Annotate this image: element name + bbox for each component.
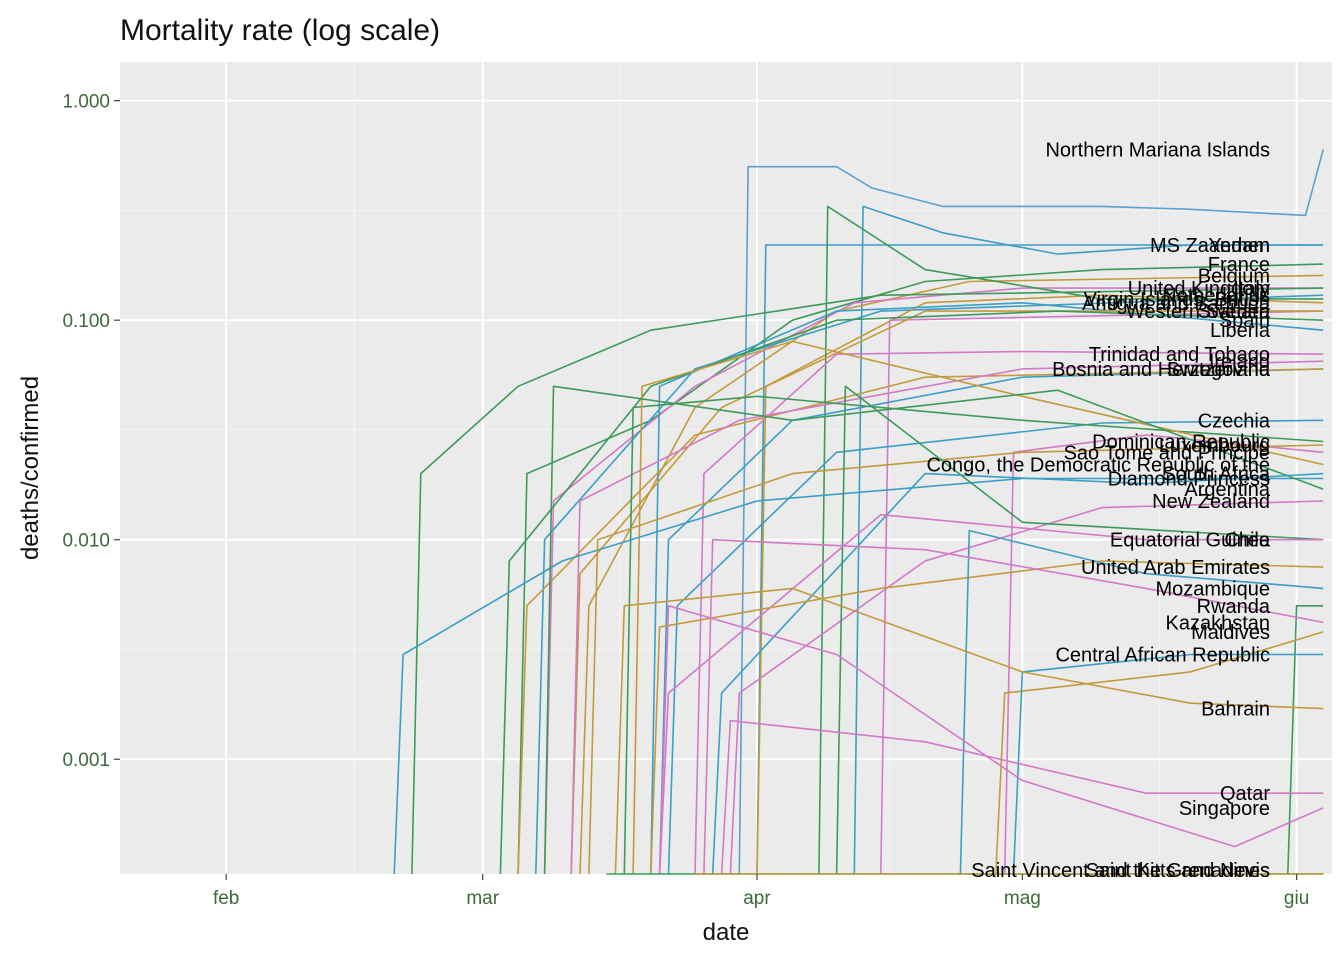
x-tick-label: giu (1284, 888, 1309, 909)
x-tick-label: feb (213, 888, 239, 909)
y-tick-label: 1.000 (62, 92, 110, 113)
series-line (517, 263, 1324, 875)
series-line (517, 368, 1324, 875)
series-label: Spain (1219, 310, 1270, 332)
series-label: Luxembourg (1159, 435, 1270, 457)
series-label: Sao Tome and Principe (1064, 442, 1270, 464)
series-line (411, 287, 1324, 875)
axis-ticks: feb mar apr mag giu 1.000 0.100 0.010 0.001 (62, 92, 1309, 909)
series-label: Ireland (1209, 351, 1270, 373)
series-label: United Arab Emirates (1081, 557, 1270, 579)
series-label: Congo, the Democratic Republic of the (926, 455, 1270, 477)
series-label: Dominican Republic (1092, 432, 1270, 454)
series-line (658, 605, 1324, 875)
series-label: South Africa (1162, 464, 1271, 486)
series-label: United Kingdom (1128, 278, 1270, 300)
x-axis-title: date (703, 919, 750, 946)
series-label: Saint Kitts and Nevis (1085, 860, 1270, 882)
series-line (570, 360, 1324, 875)
series-line (756, 294, 1324, 875)
y-axis-title: deaths/confirmed (17, 376, 44, 560)
series-label: Saint Vincent and the Grenadines (971, 860, 1270, 882)
x-tick-label: apr (743, 888, 771, 909)
series-label: Maldives (1191, 622, 1270, 644)
series-label: Trinidad and Tobago (1089, 344, 1270, 366)
series-label: Bosnia and Herzegovina (1052, 359, 1271, 381)
series-label: Northern Mariana Islands (1045, 139, 1270, 161)
series-line (579, 274, 1324, 875)
series-line (667, 419, 1324, 875)
series-line (995, 631, 1324, 875)
series-label: Western Sahara (1126, 301, 1271, 323)
series-label: Equatorial Guinea (1110, 530, 1271, 552)
series-label: Central African Republic (1055, 644, 1270, 666)
series-line (835, 385, 1324, 875)
series-label: Chile (1224, 530, 1270, 552)
series-label: Belgium (1198, 265, 1270, 287)
series-line (588, 444, 1324, 875)
series-label: Singapore (1179, 798, 1270, 820)
series-label: Argentina (1184, 479, 1270, 501)
series-label: Italy (1233, 278, 1270, 300)
series-label: MS Zaandam (1150, 235, 1270, 257)
chart-title: Mortality rate (log scale) (120, 14, 440, 47)
series-line (393, 477, 1324, 875)
series-line (614, 587, 1324, 875)
series-label: Yemen (1208, 235, 1270, 257)
y-tick-label: 0.001 (62, 750, 110, 771)
plot-panel (120, 62, 1332, 874)
series-line (632, 340, 1324, 875)
series-label: Sweden (1198, 301, 1270, 323)
x-tick-label: mar (466, 888, 499, 909)
series-label: Virgin Islands, British (1084, 289, 1270, 311)
series-label: Antigua and Barbuda (1082, 293, 1271, 315)
y-tick-label: 0.010 (62, 531, 110, 552)
y-tick-label: 0.100 (62, 311, 110, 332)
series-line (729, 500, 1324, 875)
series-line (756, 244, 1324, 875)
series-label: Czechia (1198, 410, 1271, 432)
series-label: Rwanda (1197, 596, 1271, 618)
series-line (1287, 605, 1324, 875)
series-line (535, 294, 1324, 875)
series-label: Netherlands (1162, 285, 1270, 307)
series-line (880, 310, 1324, 875)
series-label: Qatar (1220, 783, 1270, 805)
series-label: Switzerland (1167, 359, 1270, 381)
series-line (703, 538, 1324, 875)
series-lines (393, 149, 1324, 875)
series-label: Mozambique (1155, 578, 1270, 600)
series-line (720, 719, 1324, 875)
series-label: New Zealand (1152, 491, 1270, 513)
series-line (658, 513, 1324, 875)
series-line (818, 205, 1324, 875)
series-label: Kazakhstan (1165, 612, 1270, 634)
series-label: Bahrain (1201, 699, 1270, 721)
series-label: France (1208, 254, 1270, 276)
series-line (650, 302, 1324, 875)
series-line (1012, 653, 1324, 875)
series-line (543, 385, 1324, 875)
series-line (499, 310, 1324, 875)
series-label: Diamond Princess (1108, 469, 1270, 491)
series-line (711, 472, 1324, 875)
series-label: Liberia (1210, 320, 1271, 342)
series-line (738, 149, 1324, 875)
x-tick-label: mag (1004, 888, 1041, 909)
series-line (694, 350, 1324, 875)
series-line (959, 529, 1324, 875)
series-line (623, 395, 1324, 875)
series-line (650, 560, 1324, 875)
